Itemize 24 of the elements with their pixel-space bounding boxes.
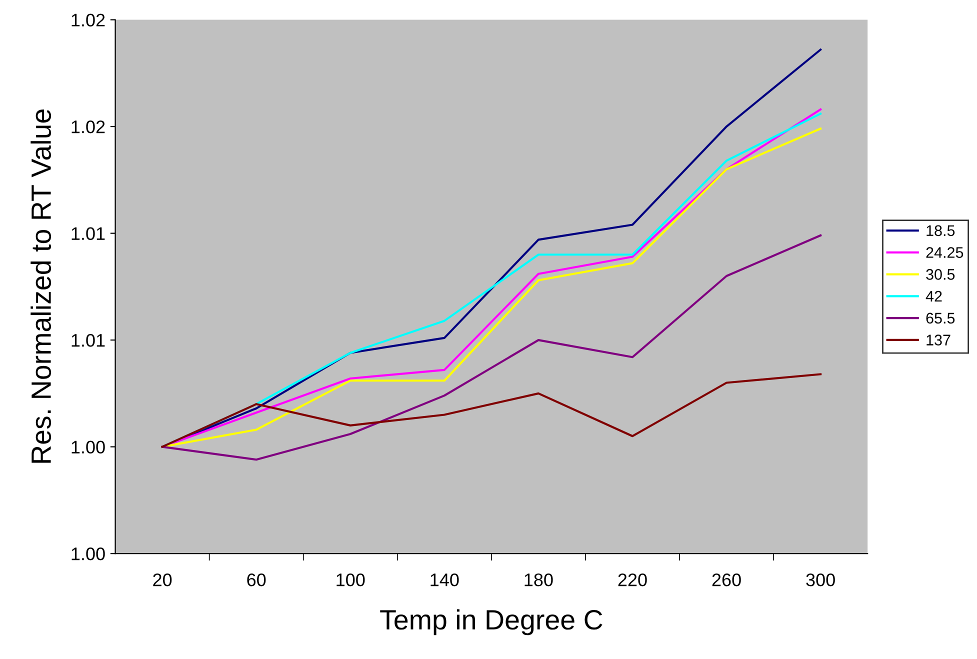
line-series — [161, 234, 822, 461]
x-tick-label: 60 — [247, 573, 266, 586]
legend-label: 30.5 — [926, 269, 955, 280]
y-tick-label: 1.01 — [72, 334, 105, 347]
y-tick-label: 1.01 — [72, 227, 105, 240]
legend-label: 42 — [926, 290, 942, 302]
x-tick-label: 20 — [153, 573, 172, 586]
x-tick-label: 140 — [430, 573, 459, 586]
y-axis-title: Res. Normalized to RT Value — [30, 110, 52, 463]
legend-label: 18.5 — [926, 225, 955, 236]
x-axis-title: Temp in Degree C — [380, 609, 602, 636]
legend-label: 65.5 — [926, 312, 955, 324]
x-tick-label: 300 — [806, 573, 835, 586]
x-tick-label: 260 — [712, 573, 741, 586]
y-tick-label: 1.02 — [72, 120, 105, 134]
x-tick-label: 100 — [336, 573, 365, 586]
line-series — [161, 373, 822, 448]
legend-label: 24.25 — [926, 247, 964, 258]
y-tick-label: 1.02 — [72, 14, 105, 26]
x-tick-label: 180 — [524, 573, 553, 586]
legend-label: 137 — [926, 334, 950, 346]
y-tick-label: 1.00 — [72, 547, 105, 560]
x-tick-label: 220 — [618, 573, 647, 586]
y-tick-label: 1.00 — [72, 440, 105, 454]
